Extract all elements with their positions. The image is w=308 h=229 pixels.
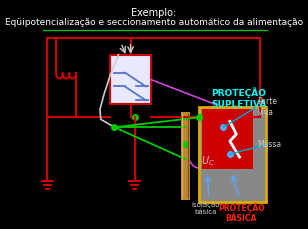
- Text: PROTEÇÃO
BÁSICA: PROTEÇÃO BÁSICA: [218, 202, 265, 223]
- Text: $U_C$: $U_C$: [201, 154, 215, 168]
- Bar: [202, 109, 253, 169]
- Text: PROTEÇÃO
SUPLETIVA: PROTEÇÃO SUPLETIVA: [211, 87, 267, 109]
- Text: Massa: Massa: [257, 140, 282, 149]
- Bar: [199, 107, 266, 202]
- Bar: [111, 55, 151, 104]
- Text: isolação
básica: isolação básica: [191, 202, 220, 215]
- Bar: [180, 112, 189, 200]
- Text: Eqüipotencialização e seccionamento automático da alimentação: Eqüipotencialização e seccionamento auto…: [5, 18, 303, 27]
- Text: Parte
viva: Parte viva: [257, 97, 277, 117]
- Text: Exemplo:: Exemplo:: [132, 8, 176, 18]
